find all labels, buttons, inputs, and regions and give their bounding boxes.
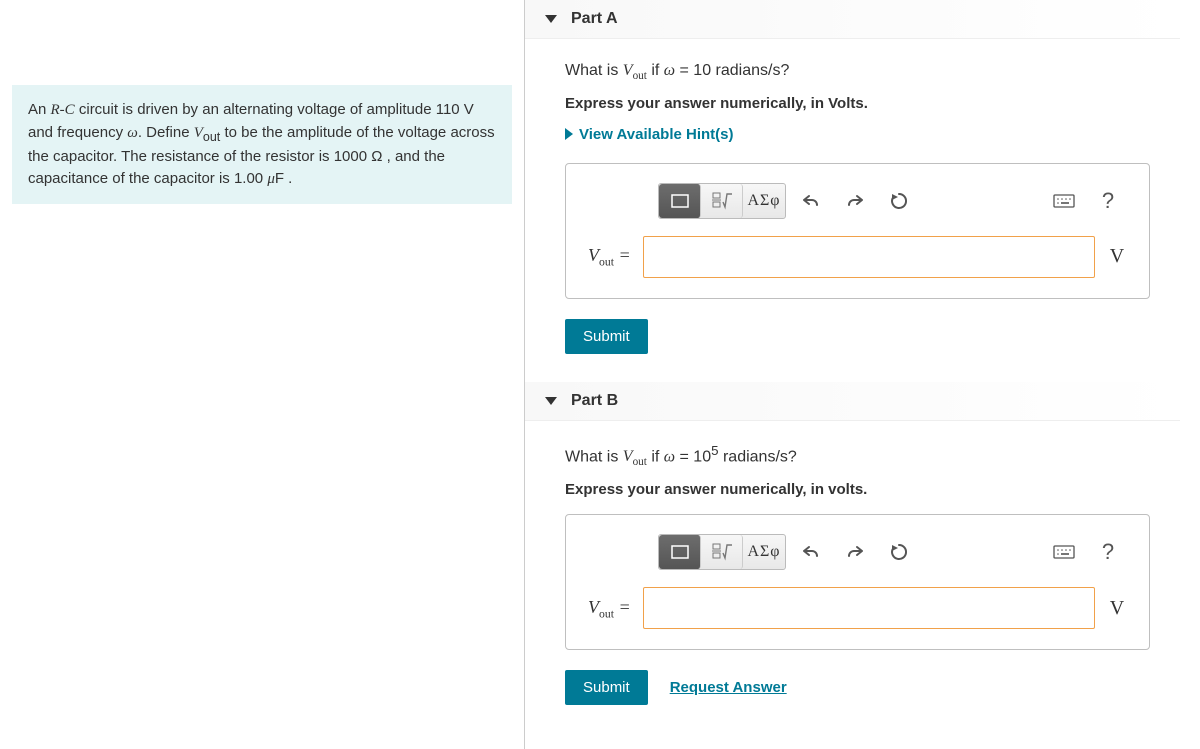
keyboard-icon[interactable] (1045, 535, 1083, 569)
reset-icon[interactable] (880, 535, 918, 569)
template-rect-icon[interactable] (659, 184, 701, 218)
view-hints-link[interactable]: View Available Hint(s) (565, 126, 1150, 143)
fraction-sqrt-icon[interactable] (701, 184, 743, 218)
part-a-answer-label: Vout = (588, 245, 631, 269)
submit-button[interactable]: Submit (565, 670, 648, 705)
part-a-title: Part A (571, 10, 618, 28)
help-icon[interactable]: ? (1089, 535, 1127, 569)
format-group: ΑΣφ (658, 534, 786, 570)
redo-icon[interactable] (836, 535, 874, 569)
part-a-question: What is Vout if ω = 10 radians/s? (565, 59, 1150, 85)
part-a-answer-box: ΑΣφ ? (565, 163, 1150, 299)
scenario-text: An R-C circuit is driven by an alternati… (12, 85, 512, 204)
format-group: ΑΣφ (658, 183, 786, 219)
part-a-answer-row: Vout = V (588, 236, 1127, 278)
part-b-answer-input[interactable] (643, 587, 1095, 629)
part-b-toolbar: ΑΣφ ? (658, 535, 1127, 569)
part-b-body: What is Vout if ω = 105 radians/s? Expre… (525, 421, 1180, 729)
part-b-answer-row: Vout = V (588, 587, 1127, 629)
part-a-toolbar: ΑΣφ ? (658, 184, 1127, 218)
part-a-unit: V (1107, 245, 1127, 268)
redo-icon[interactable] (836, 184, 874, 218)
part-b-title: Part B (571, 392, 618, 410)
undo-icon[interactable] (792, 184, 830, 218)
part-a-actions: Submit (565, 319, 1150, 354)
part-a-header[interactable]: Part A (525, 0, 1180, 39)
part-b-instruction: Express your answer numerically, in volt… (565, 481, 1150, 498)
chevron-right-icon (565, 128, 573, 140)
left-panel: An R-C circuit is driven by an alternati… (0, 0, 525, 749)
part-b-answer-box: ΑΣφ ? (565, 514, 1150, 650)
keyboard-icon[interactable] (1045, 184, 1083, 218)
view-hints-label: View Available Hint(s) (579, 126, 734, 143)
submit-button[interactable]: Submit (565, 319, 648, 354)
chevron-down-icon (545, 14, 557, 24)
part-b-question: What is Vout if ω = 105 radians/s? (565, 441, 1150, 471)
request-answer-link[interactable]: Request Answer (670, 679, 787, 696)
part-b-actions: Submit Request Answer (565, 670, 1150, 705)
part-b-answer-label: Vout = (588, 597, 631, 621)
part-a-instruction: Express your answer numerically, in Volt… (565, 95, 1150, 112)
part-b-unit: V (1107, 597, 1127, 620)
fraction-sqrt-icon[interactable] (701, 535, 743, 569)
part-a-body: What is Vout if ω = 10 radians/s? Expres… (525, 39, 1180, 378)
chevron-down-icon (545, 396, 557, 406)
part-b-header[interactable]: Part B (525, 382, 1180, 421)
undo-icon[interactable] (792, 535, 830, 569)
part-a-answer-input[interactable] (643, 236, 1095, 278)
template-rect-icon[interactable] (659, 535, 701, 569)
greek-letters-button[interactable]: ΑΣφ (743, 535, 785, 569)
help-icon[interactable]: ? (1089, 184, 1127, 218)
greek-letters-button[interactable]: ΑΣφ (743, 184, 785, 218)
right-panel: Part A What is Vout if ω = 10 radians/s?… (525, 0, 1200, 749)
reset-icon[interactable] (880, 184, 918, 218)
